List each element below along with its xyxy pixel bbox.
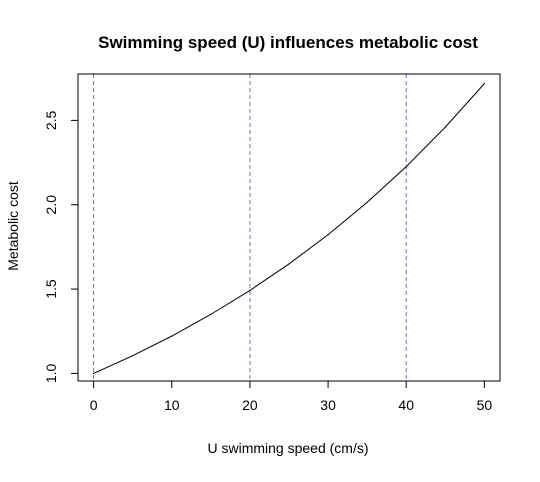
y-tick-label: 1.0 — [43, 363, 59, 383]
data-point — [132, 355, 134, 357]
reference-lines — [93, 74, 407, 381]
x-tick-label: 40 — [398, 397, 414, 413]
data-point — [327, 234, 329, 236]
x-axis: 0 10 20 30 40 50 — [90, 380, 493, 413]
data-point — [483, 83, 485, 85]
data-point — [405, 166, 407, 168]
data-point — [171, 335, 173, 337]
y-tick-label: 2.5 — [43, 110, 59, 130]
data-point — [210, 313, 212, 315]
data-point — [93, 372, 95, 375]
data-point — [366, 201, 368, 203]
y-tick-label: 2.0 — [43, 195, 59, 215]
x-tick-label: 50 — [477, 397, 493, 413]
y-axis-title: Metabolic cost — [5, 181, 21, 271]
data-point — [444, 126, 446, 128]
series-layer — [93, 83, 485, 375]
y-tick-label: 1.5 — [43, 279, 59, 299]
x-tick-label: 10 — [164, 397, 180, 413]
y-axis: 1.0 1.5 2.0 2.5 — [43, 110, 79, 383]
x-axis-title: U swimming speed (cm/s) — [207, 440, 368, 456]
x-tick-label: 20 — [242, 397, 258, 413]
x-tick-label: 0 — [90, 397, 98, 413]
data-point — [288, 263, 290, 265]
data-point — [249, 289, 251, 292]
chart-title: Swimming speed (U) influences metabolic … — [98, 33, 478, 52]
x-tick-label: 30 — [320, 397, 336, 413]
